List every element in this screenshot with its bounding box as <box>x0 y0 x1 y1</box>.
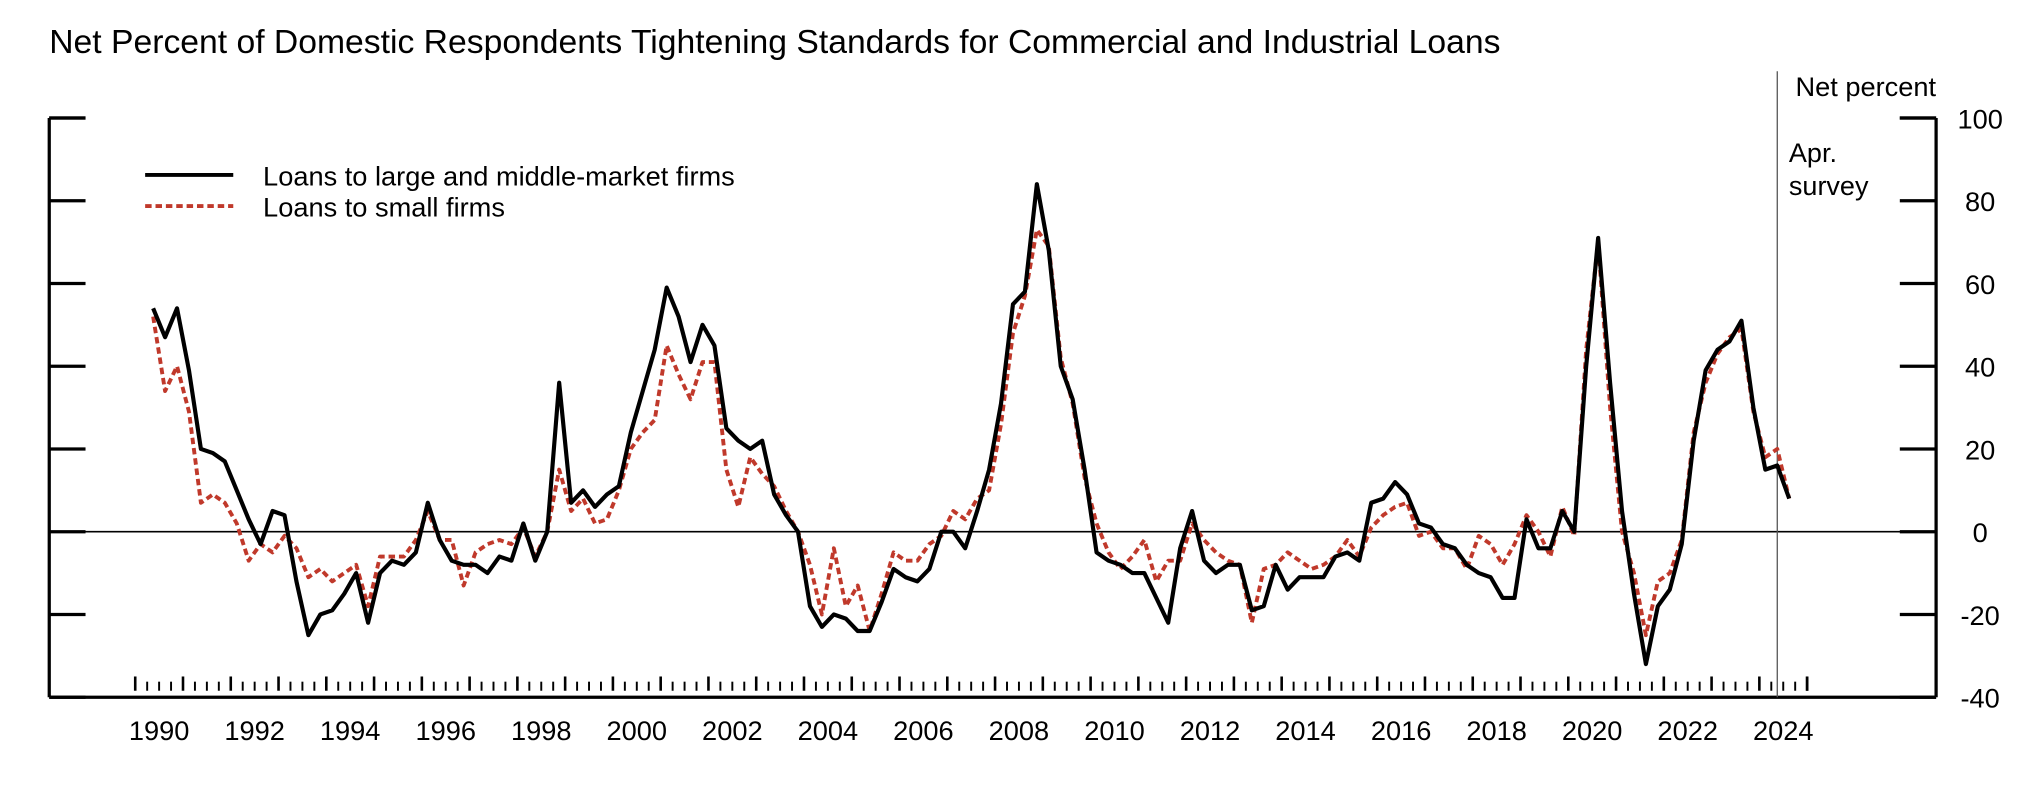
data-line <box>151 182 1792 667</box>
y-tick-label: 60 <box>1965 269 1995 300</box>
x-tick-label: 2004 <box>798 715 859 746</box>
x-tick-label: 1994 <box>320 715 381 746</box>
x-tick-label: 2000 <box>607 715 668 746</box>
x-tick-label: 2020 <box>1562 715 1623 746</box>
x-tick-label: 2010 <box>1084 715 1145 746</box>
x-tick-label: 2002 <box>702 715 763 746</box>
legend-label: Loans to small firms <box>263 191 505 222</box>
x-tick-label: 1996 <box>415 715 476 746</box>
x-tick-label: 2014 <box>1275 715 1336 746</box>
data-line <box>151 227 1792 638</box>
y-tick-label: -20 <box>1960 600 1999 631</box>
x-tick-label: 2016 <box>1371 715 1432 746</box>
x-tick-label: 2012 <box>1180 715 1241 746</box>
y-tick-label: 20 <box>1965 434 1995 465</box>
y-tick-label: 0 <box>1973 517 1988 548</box>
x-tick-label: 2022 <box>1657 715 1718 746</box>
y-axis-label: Net percent <box>1795 71 1936 102</box>
annotation: Apr. survey <box>1788 138 1869 202</box>
chart-title: Net Percent of Domestic Respondents Tigh… <box>49 24 1500 61</box>
x-tick-label: 2024 <box>1753 715 1814 746</box>
y-tick-label: 40 <box>1965 352 1995 383</box>
x-tick-label: 1992 <box>224 715 285 746</box>
y-tick-label: 80 <box>1965 186 1995 217</box>
x-tick-label: 2008 <box>989 715 1050 746</box>
x-tick-label: 2018 <box>1466 715 1527 746</box>
x-tick-label: 1990 <box>129 715 190 746</box>
y-tick-label: -40 <box>1960 683 1999 714</box>
legend-label: Loans to large and middle-market firms <box>263 160 735 191</box>
x-tick-label: 1998 <box>511 715 572 746</box>
x-tick-label: 2006 <box>893 715 954 746</box>
y-tick-label: 100 <box>1957 103 2002 134</box>
